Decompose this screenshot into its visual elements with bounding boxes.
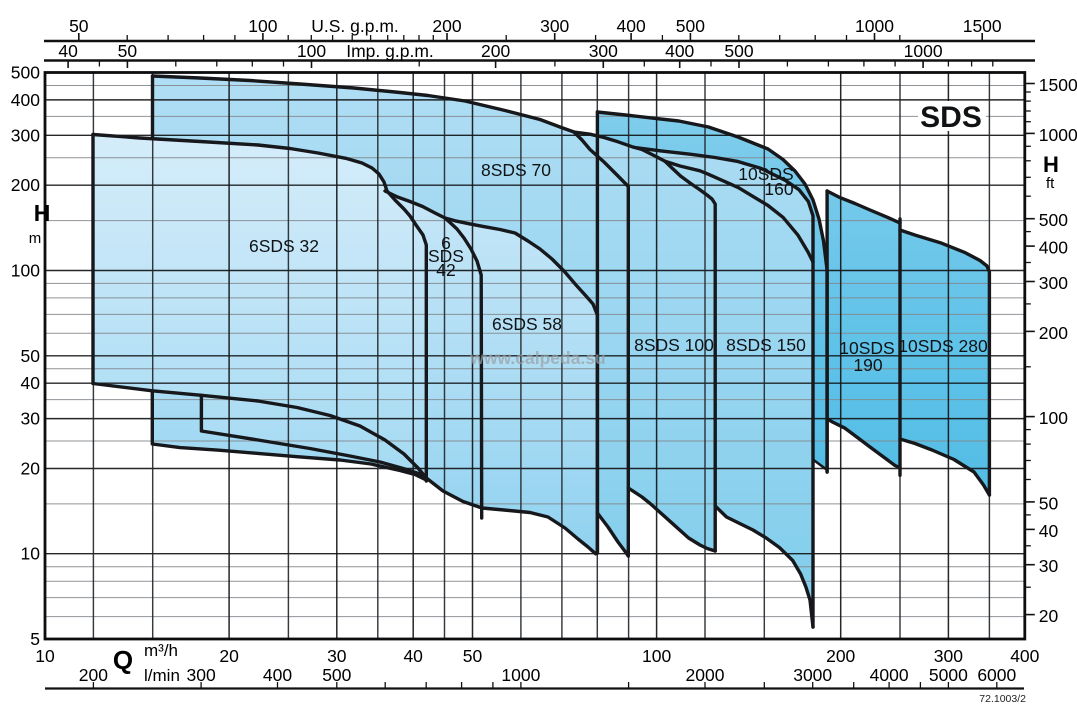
svg-text:20: 20 <box>219 646 239 666</box>
svg-text:100: 100 <box>11 261 40 281</box>
svg-text:200: 200 <box>1039 323 1068 343</box>
svg-text:10SDS: 10SDS <box>738 164 793 184</box>
svg-text:300: 300 <box>11 125 40 145</box>
svg-text:20: 20 <box>1039 606 1059 626</box>
svg-text:300: 300 <box>540 16 569 36</box>
svg-text:m: m <box>29 230 42 247</box>
svg-text:500: 500 <box>11 63 40 83</box>
svg-text:300: 300 <box>934 646 963 666</box>
svg-text:30: 30 <box>1039 556 1059 576</box>
svg-text:m³/h: m³/h <box>144 641 178 660</box>
svg-text:160: 160 <box>764 179 793 199</box>
svg-text:200: 200 <box>826 646 855 666</box>
svg-text:500: 500 <box>724 41 753 61</box>
svg-text:10: 10 <box>21 544 41 564</box>
svg-text:6SDS 32: 6SDS 32 <box>249 236 319 256</box>
svg-text:8SDS 100: 8SDS 100 <box>634 335 714 355</box>
svg-text:30: 30 <box>327 646 347 666</box>
svg-text:Imp. g.p.m.: Imp. g.p.m. <box>346 41 434 61</box>
svg-text:190: 190 <box>853 355 882 375</box>
svg-text:200: 200 <box>79 665 108 685</box>
svg-text:2000: 2000 <box>686 665 725 685</box>
svg-text:500: 500 <box>322 665 351 685</box>
svg-text:50: 50 <box>118 41 138 61</box>
svg-text:SDS: SDS <box>920 101 982 134</box>
svg-text:100: 100 <box>1039 408 1068 428</box>
svg-text:400: 400 <box>263 665 292 685</box>
svg-text:500: 500 <box>1039 210 1068 230</box>
svg-text:50: 50 <box>463 646 483 666</box>
svg-text:20: 20 <box>21 459 41 479</box>
svg-text:8SDS 70: 8SDS 70 <box>481 160 551 180</box>
svg-text:100: 100 <box>297 41 326 61</box>
svg-text:400: 400 <box>1010 646 1039 666</box>
svg-text:40: 40 <box>21 373 41 393</box>
svg-text:6: 6 <box>441 233 451 253</box>
svg-text:www.calpeda.su: www.calpeda.su <box>469 348 606 368</box>
svg-text:200: 200 <box>11 175 40 195</box>
svg-text:SDS: SDS <box>428 246 464 266</box>
svg-text:5: 5 <box>30 629 40 649</box>
svg-text:1000: 1000 <box>501 665 540 685</box>
svg-text:100: 100 <box>642 646 671 666</box>
svg-text:U.S. g.p.m.: U.S. g.p.m. <box>311 16 399 36</box>
svg-text:10SDS 280: 10SDS 280 <box>898 336 988 356</box>
svg-text:42: 42 <box>436 260 455 280</box>
svg-text:200: 200 <box>432 16 461 36</box>
svg-text:40: 40 <box>403 646 423 666</box>
svg-text:l/min: l/min <box>144 666 180 685</box>
svg-text:500: 500 <box>676 16 705 36</box>
svg-text:200: 200 <box>481 41 510 61</box>
svg-text:6000: 6000 <box>977 665 1016 685</box>
svg-text:50: 50 <box>69 16 89 36</box>
svg-text:4000: 4000 <box>870 665 909 685</box>
svg-text:30: 30 <box>21 409 41 429</box>
svg-text:40: 40 <box>58 41 78 61</box>
svg-text:400: 400 <box>665 41 694 61</box>
svg-text:1000: 1000 <box>1039 125 1077 145</box>
svg-text:400: 400 <box>11 90 40 110</box>
svg-text:6SDS 58: 6SDS 58 <box>492 314 562 334</box>
svg-text:H: H <box>34 200 51 226</box>
svg-text:400: 400 <box>1039 238 1068 258</box>
svg-text:300: 300 <box>1039 273 1068 293</box>
svg-text:300: 300 <box>589 41 618 61</box>
svg-text:10SDS: 10SDS <box>839 338 894 358</box>
svg-text:1000: 1000 <box>855 16 894 36</box>
svg-text:40: 40 <box>1039 521 1059 541</box>
svg-text:100: 100 <box>248 16 277 36</box>
svg-text:10: 10 <box>35 646 55 666</box>
svg-text:50: 50 <box>21 346 41 366</box>
svg-text:H: H <box>1043 152 1059 177</box>
svg-text:8SDS 150: 8SDS 150 <box>726 335 806 355</box>
svg-text:1500: 1500 <box>963 16 1002 36</box>
svg-text:1000: 1000 <box>904 41 943 61</box>
svg-text:ft: ft <box>1046 175 1055 192</box>
svg-text:3000: 3000 <box>793 665 832 685</box>
svg-text:50: 50 <box>1039 493 1059 513</box>
svg-text:72.1003/2: 72.1003/2 <box>979 693 1026 705</box>
svg-text:300: 300 <box>186 665 215 685</box>
svg-text:400: 400 <box>616 16 645 36</box>
svg-text:1500: 1500 <box>1039 75 1077 95</box>
svg-text:5000: 5000 <box>929 665 968 685</box>
svg-text:Q: Q <box>113 645 133 675</box>
